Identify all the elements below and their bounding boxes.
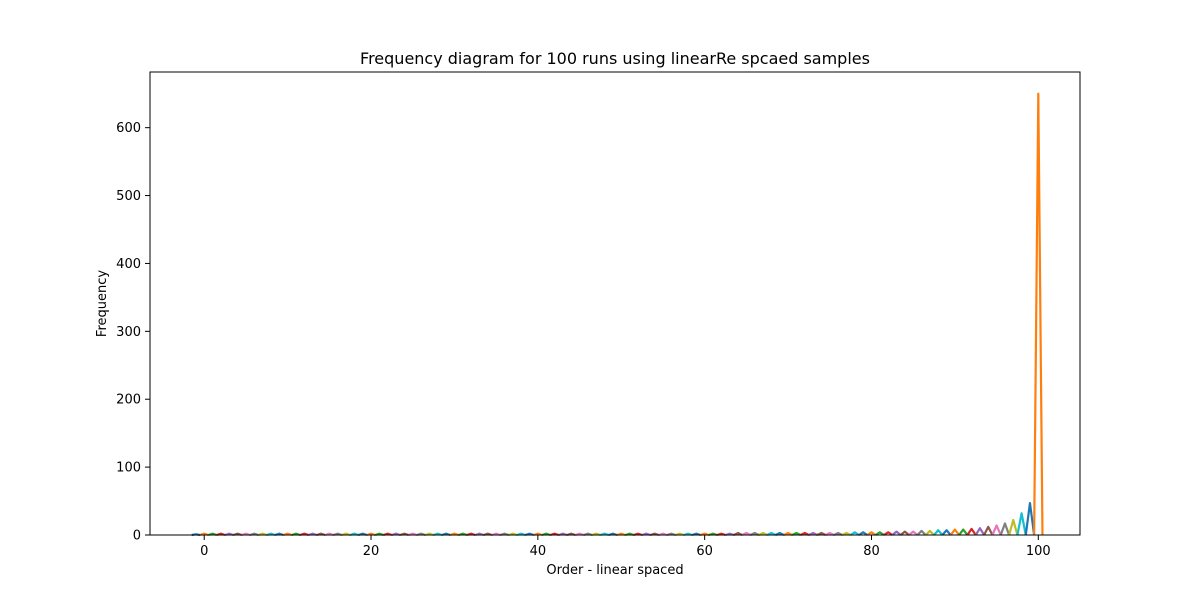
spike-79 <box>858 531 868 536</box>
y-tick-label: 100 <box>116 461 141 476</box>
chart-title: Frequency diagram for 100 runs using lin… <box>360 49 870 68</box>
x-tick-label: 20 <box>363 544 380 559</box>
plot-area <box>150 72 1080 535</box>
spike-69 <box>775 531 785 536</box>
x-tick-label: 0 <box>200 544 208 559</box>
spike-67 <box>758 531 768 536</box>
plot-frame <box>149 71 1081 536</box>
spike-91 <box>958 528 969 536</box>
spike-76 <box>833 531 843 536</box>
x-axis-ticks: 0 20 40 60 80 100 <box>200 535 1051 559</box>
spike-86 <box>916 529 927 536</box>
spike-98 <box>1016 512 1027 536</box>
spike-88 <box>933 529 944 536</box>
y-axis-label: Frequency <box>95 270 110 337</box>
spike-93 <box>974 527 986 536</box>
spike-99 <box>1024 501 1036 536</box>
spike-65 <box>741 531 752 536</box>
spike-68 <box>766 531 777 536</box>
x-tick-label: 80 <box>863 544 880 559</box>
spike-90 <box>949 528 960 536</box>
y-tick-label: 500 <box>116 189 141 204</box>
spike-95 <box>991 524 1002 536</box>
spike-92 <box>966 527 977 536</box>
spike-73 <box>808 531 818 536</box>
spike-84 <box>899 530 910 536</box>
spike-74 <box>816 531 827 536</box>
spike-75 <box>825 531 835 536</box>
y-tick-label: 0 <box>133 529 141 544</box>
x-tick-label: 100 <box>1026 544 1051 559</box>
x-tick-label: 60 <box>696 544 713 559</box>
spike-82 <box>883 531 893 536</box>
spike-81 <box>875 531 885 536</box>
spike-96 <box>999 522 1011 536</box>
spike-100 <box>1033 92 1044 536</box>
y-tick-label: 300 <box>116 325 141 340</box>
spike-97 <box>1008 518 1019 536</box>
spike-83 <box>891 530 902 536</box>
x-axis-label: Order - linear spaced <box>546 563 683 578</box>
x-tick-label: 40 <box>530 544 547 559</box>
spike-94 <box>983 525 994 536</box>
y-tick-label: 200 <box>116 393 141 408</box>
spike-66 <box>750 531 760 536</box>
spike-77 <box>841 531 852 536</box>
spike-70 <box>783 531 793 536</box>
spike-87 <box>924 529 935 536</box>
spike-72 <box>800 531 810 536</box>
y-tick-label: 600 <box>116 121 141 136</box>
spike-80 <box>866 531 877 536</box>
spike-64 <box>733 531 743 536</box>
y-axis-ticks: 0 100 200 300 400 500 600 <box>116 121 150 544</box>
y-tick-label: 400 <box>116 257 141 272</box>
spike-85 <box>908 530 919 536</box>
spike-71 <box>791 531 802 536</box>
spike-78 <box>850 531 860 536</box>
spike-89 <box>941 529 952 536</box>
